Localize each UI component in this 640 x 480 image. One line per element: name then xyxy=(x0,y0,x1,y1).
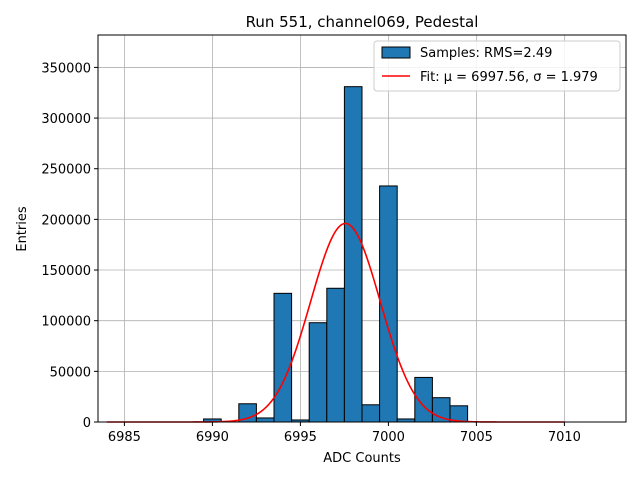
histogram-bar xyxy=(361,404,381,423)
legend-histogram-label: Samples: RMS=2.49 xyxy=(420,46,552,61)
histogram-bar xyxy=(379,185,398,423)
x-tick-label: 6985 xyxy=(108,430,141,445)
legend-histogram-swatch xyxy=(381,46,411,59)
chart-title: Run 551, channel069, Pedestal xyxy=(246,13,479,31)
y-tick-label: 0 xyxy=(83,416,91,431)
y-axis-label: Entries xyxy=(15,206,30,252)
y-tick-label: 150000 xyxy=(41,264,91,279)
x-tick-label: 7000 xyxy=(372,430,405,445)
histogram-bar xyxy=(431,397,451,423)
x-tick-label: 6995 xyxy=(284,430,317,445)
y-tick-label: 100000 xyxy=(41,315,91,330)
axis-ticks: 6985 6990 6995 7000 7005 7010 0 50000 100000 1500… xyxy=(41,61,581,445)
histogram-bar xyxy=(326,287,345,423)
histogram-bar xyxy=(273,292,293,423)
x-tick-label: 7005 xyxy=(460,430,493,445)
y-tick-label: 250000 xyxy=(41,163,91,178)
y-tick-label: 300000 xyxy=(41,112,91,127)
legend: Samples: RMS=2.49 Fit: μ = 6997.56, σ = … xyxy=(373,40,621,92)
x-axis-label: ADC Counts xyxy=(323,451,401,466)
histogram-bar xyxy=(308,322,328,423)
x-tick-label: 7010 xyxy=(548,430,581,445)
legend-fit-label: Fit: μ = 6997.56, σ = 1.979 xyxy=(420,70,598,85)
x-tick-label: 6990 xyxy=(196,430,229,445)
y-tick-label: 200000 xyxy=(41,213,91,228)
plot-frame xyxy=(97,34,627,423)
y-tick-label: 350000 xyxy=(41,61,91,76)
histogram-bar xyxy=(343,86,363,423)
histogram-bar xyxy=(255,417,275,423)
legend-box xyxy=(373,40,621,92)
y-tick-label: 50000 xyxy=(50,365,91,380)
